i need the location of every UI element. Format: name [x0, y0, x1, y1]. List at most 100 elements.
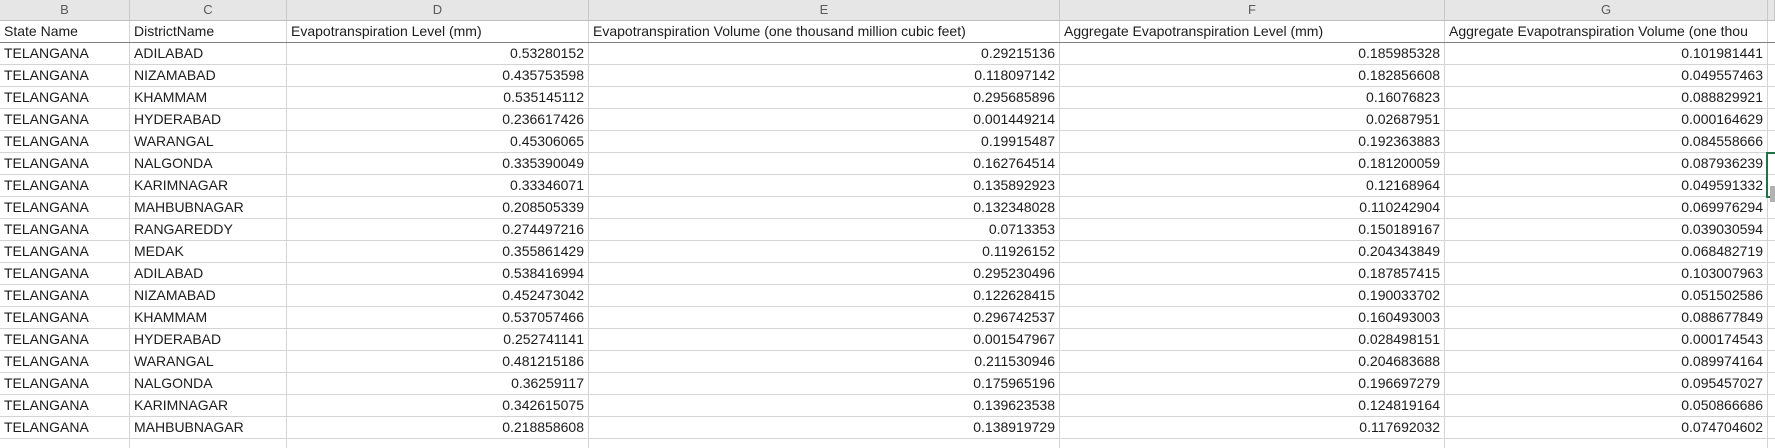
cell-G17[interactable]: 0.095457027 [1445, 373, 1768, 394]
cell-F15[interactable]: 0.028498151 [1060, 329, 1445, 350]
cell-D7[interactable]: 0.335390049 [287, 153, 589, 174]
cell-D5[interactable]: 0.236617426 [287, 109, 589, 130]
cell-D6[interactable]: 0.45306065 [287, 131, 589, 152]
cell-E15[interactable]: 0.001547967 [589, 329, 1060, 350]
cell-C14[interactable]: KHAMMAM [130, 307, 287, 328]
cell-C13[interactable]: NIZAMABAD [130, 285, 287, 306]
cell-D16[interactable]: 0.481215186 [287, 351, 589, 372]
cell-D1[interactable]: Evapotranspiration Level (mm) [287, 21, 589, 42]
cell-H11[interactable] [1768, 241, 1775, 262]
cell-F2[interactable]: 0.185985328 [1060, 43, 1445, 64]
cell-C15[interactable]: HYDERABAD [130, 329, 287, 350]
cell-H4[interactable] [1768, 87, 1775, 108]
cell-H17[interactable] [1768, 373, 1775, 394]
cell-F10[interactable]: 0.150189167 [1060, 219, 1445, 240]
cell-H12[interactable] [1768, 263, 1775, 284]
cell-H14[interactable] [1768, 307, 1775, 328]
cell-G13[interactable]: 0.051502586 [1445, 285, 1768, 306]
cell-H19[interactable] [1768, 417, 1775, 438]
cell-F3[interactable]: 0.182856608 [1060, 65, 1445, 86]
column-header-B[interactable]: B [0, 0, 130, 20]
cell-D11[interactable]: 0.355861429 [287, 241, 589, 262]
column-header-D[interactable]: D [287, 0, 589, 20]
cell-E4[interactable]: 0.295685896 [589, 87, 1060, 108]
cell-B1[interactable]: State Name [0, 21, 130, 42]
cell-E7[interactable]: 0.162764514 [589, 153, 1060, 174]
cell-E1[interactable]: Evapotranspiration Volume (one thousand … [589, 21, 1060, 42]
cell-F14[interactable]: 0.160493003 [1060, 307, 1445, 328]
cell-G12[interactable]: 0.103007963 [1445, 263, 1768, 284]
cell-G18[interactable]: 0.050866686 [1445, 395, 1768, 416]
cell-E20[interactable] [589, 439, 1060, 448]
cell-G16[interactable]: 0.089974164 [1445, 351, 1768, 372]
cell-H13[interactable] [1768, 285, 1775, 306]
cell-E3[interactable]: 0.118097142 [589, 65, 1060, 86]
column-header-E[interactable]: E [589, 0, 1060, 20]
cell-E10[interactable]: 0.0713353 [589, 219, 1060, 240]
cell-C2[interactable]: ADILABAD [130, 43, 287, 64]
cell-E2[interactable]: 0.29215136 [589, 43, 1060, 64]
cell-B5[interactable]: TELANGANA [0, 109, 130, 130]
cell-F18[interactable]: 0.124819164 [1060, 395, 1445, 416]
cell-D9[interactable]: 0.208505339 [287, 197, 589, 218]
cell-H2[interactable] [1768, 43, 1775, 64]
cell-B9[interactable]: TELANGANA [0, 197, 130, 218]
cell-F8[interactable]: 0.12168964 [1060, 175, 1445, 196]
cell-G1[interactable]: Aggregate Evapotranspiration Volume (one… [1445, 21, 1768, 42]
cell-H6[interactable] [1768, 131, 1775, 152]
cell-D20[interactable] [287, 439, 589, 448]
cell-B2[interactable]: TELANGANA [0, 43, 130, 64]
cell-G7[interactable]: 0.087936239 [1445, 153, 1768, 174]
cell-B7[interactable]: TELANGANA [0, 153, 130, 174]
cell-F9[interactable]: 0.110242904 [1060, 197, 1445, 218]
cell-C12[interactable]: ADILABAD [130, 263, 287, 284]
cell-C8[interactable]: KARIMNAGAR [130, 175, 287, 196]
cell-E12[interactable]: 0.295230496 [589, 263, 1060, 284]
cell-E13[interactable]: 0.122628415 [589, 285, 1060, 306]
cell-F1[interactable]: Aggregate Evapotranspiration Level (mm) [1060, 21, 1445, 42]
cell-H1[interactable] [1768, 21, 1775, 42]
cell-H3[interactable] [1768, 65, 1775, 86]
cell-G8[interactable]: 0.049591332 [1445, 175, 1768, 196]
cell-H7[interactable] [1768, 153, 1775, 174]
cell-D12[interactable]: 0.538416994 [287, 263, 589, 284]
cell-E18[interactable]: 0.139623538 [589, 395, 1060, 416]
cell-F4[interactable]: 0.16076823 [1060, 87, 1445, 108]
cell-B10[interactable]: TELANGANA [0, 219, 130, 240]
cell-C6[interactable]: WARANGAL [130, 131, 287, 152]
cell-G11[interactable]: 0.068482719 [1445, 241, 1768, 262]
cell-E16[interactable]: 0.211530946 [589, 351, 1060, 372]
selection-fill-handle[interactable] [1770, 186, 1775, 202]
cell-B3[interactable]: TELANGANA [0, 65, 130, 86]
cell-F7[interactable]: 0.181200059 [1060, 153, 1445, 174]
cell-E9[interactable]: 0.132348028 [589, 197, 1060, 218]
cell-F11[interactable]: 0.204343849 [1060, 241, 1445, 262]
cell-H16[interactable] [1768, 351, 1775, 372]
column-header-C[interactable]: C [130, 0, 287, 20]
cell-F6[interactable]: 0.192363883 [1060, 131, 1445, 152]
cell-C11[interactable]: MEDAK [130, 241, 287, 262]
cell-E8[interactable]: 0.135892923 [589, 175, 1060, 196]
column-header-G[interactable]: G [1445, 0, 1768, 20]
cell-H18[interactable] [1768, 395, 1775, 416]
cell-F12[interactable]: 0.187857415 [1060, 263, 1445, 284]
column-header-F[interactable]: F [1060, 0, 1445, 20]
cell-F17[interactable]: 0.196697279 [1060, 373, 1445, 394]
column-header-H[interactable] [1768, 0, 1775, 20]
cell-D3[interactable]: 0.435753598 [287, 65, 589, 86]
cell-B4[interactable]: TELANGANA [0, 87, 130, 108]
cell-B17[interactable]: TELANGANA [0, 373, 130, 394]
cell-D17[interactable]: 0.36259117 [287, 373, 589, 394]
cell-C7[interactable]: NALGONDA [130, 153, 287, 174]
cell-H10[interactable] [1768, 219, 1775, 240]
cell-C4[interactable]: KHAMMAM [130, 87, 287, 108]
cell-B6[interactable]: TELANGANA [0, 131, 130, 152]
cell-B20[interactable] [0, 439, 130, 448]
cell-E5[interactable]: 0.001449214 [589, 109, 1060, 130]
cell-C10[interactable]: RANGAREDDY [130, 219, 287, 240]
cell-B11[interactable]: TELANGANA [0, 241, 130, 262]
cell-C19[interactable]: MAHBUBNAGAR [130, 417, 287, 438]
cell-C5[interactable]: HYDERABAD [130, 109, 287, 130]
cell-F19[interactable]: 0.117692032 [1060, 417, 1445, 438]
cell-G10[interactable]: 0.039030594 [1445, 219, 1768, 240]
